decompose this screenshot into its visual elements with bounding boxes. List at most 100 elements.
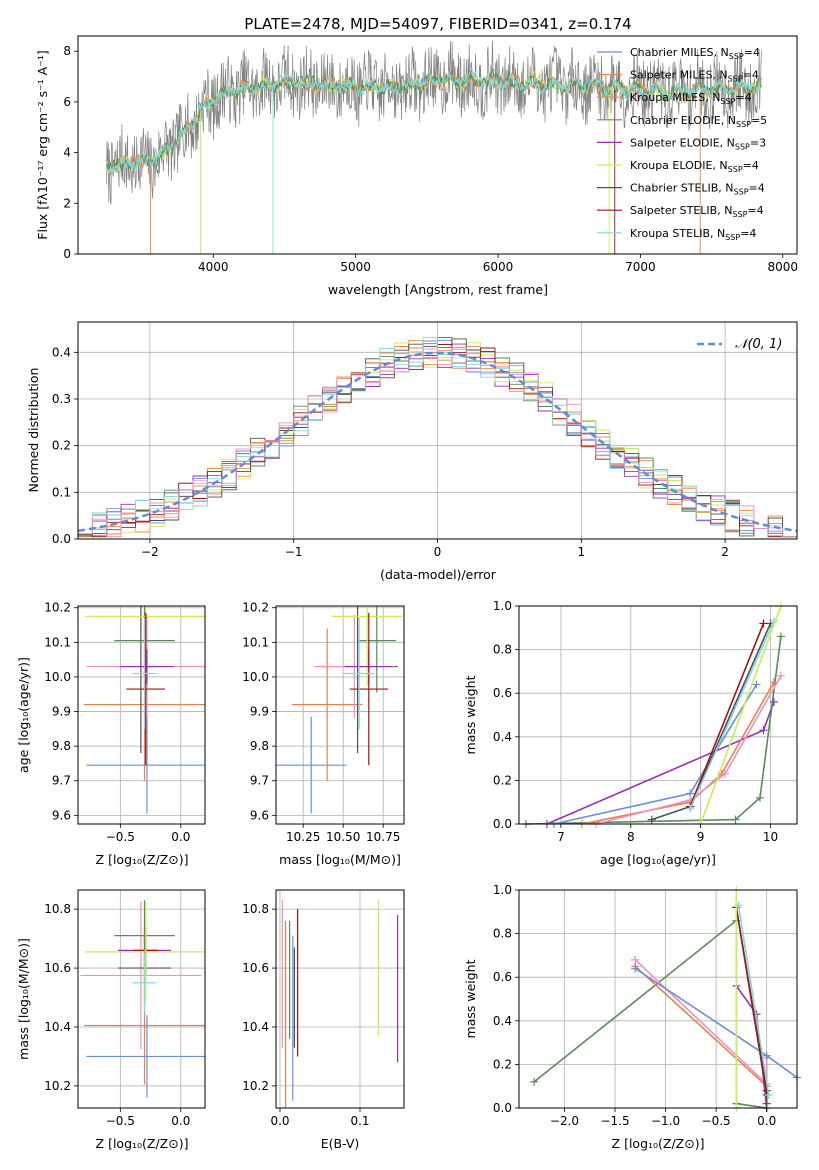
y-tick-label: 10.2 xyxy=(44,1079,71,1093)
y-tick-label: 0.0 xyxy=(493,817,512,831)
y-tick-label: 10.0 xyxy=(44,670,71,684)
spectrum-title: PLATE=2478, MJD=54097, FIBERID=0341, z=0… xyxy=(244,15,631,33)
legend-entry-sub: SSP xyxy=(725,233,740,242)
x-tick-label: −0.5 xyxy=(106,830,135,844)
y-tick-label: 10.6 xyxy=(242,961,269,975)
x-tick-label: −2 xyxy=(141,545,159,559)
x-tick-label: 9 xyxy=(697,830,705,844)
series-marker xyxy=(721,769,730,778)
series-line xyxy=(737,905,770,1096)
error-bar-point xyxy=(126,612,166,766)
x-tick-label: −0.5 xyxy=(106,1114,135,1128)
model-spectrum xyxy=(106,67,762,174)
mass-weight-vs-Z-frame xyxy=(518,889,798,1109)
series-marker xyxy=(762,1086,771,1095)
mass-vs-Z-frame xyxy=(77,889,206,1109)
x-tick-label: −1.0 xyxy=(651,1114,680,1128)
spectrum-xlabel: wavelength [Angstrom, rest frame] xyxy=(328,282,548,297)
legend-entry-label: Chabrier ELODIE, N xyxy=(630,114,736,127)
x-tick-label: 10 xyxy=(763,830,778,844)
series-marker xyxy=(755,793,764,802)
y-tick-label: 1.0 xyxy=(493,599,512,613)
legend-entry-label: Chabrier MILES, N xyxy=(630,46,729,59)
y-tick-label: 9.7 xyxy=(52,774,71,788)
legend-entry-sub: SSP xyxy=(734,188,749,197)
mass-weight-vs-age-frame xyxy=(518,605,798,825)
error-bar-point xyxy=(132,953,157,1013)
error-bar-point xyxy=(276,716,347,814)
legend-entry: Chabrier STELIB, NSSP=4 xyxy=(630,182,765,197)
spectrum-panel: PLATE=2478, MJD=54097, FIBERID=0341, z=0… xyxy=(35,15,798,297)
mass-vs-Z-panel: −0.5 0.010.210.410.610.8 Z [log₁₀(Z/Z⊙)] … xyxy=(16,889,206,1151)
age-vs-mass-xlabel: mass [log₁₀(M/M⊙)] xyxy=(279,852,401,867)
mass-weight-vs-age-ylabel: mass weight xyxy=(463,675,478,754)
series-marker xyxy=(686,804,695,813)
legend-entry-sub: SSP xyxy=(728,165,743,174)
legend-entry: Chabrier ELODIE, NSSP=5 xyxy=(630,114,767,129)
series-line xyxy=(595,675,782,825)
series-marker xyxy=(752,680,761,689)
y-tick-label: 0.1 xyxy=(52,485,71,499)
spectrum-frame xyxy=(77,35,798,255)
mass-weight-vs-Z-xlabel: Z [log₁₀(Z/Z⊙)] xyxy=(612,1136,705,1151)
legend-entry-sub: SSP xyxy=(720,97,735,106)
x-tick-label: 0.0 xyxy=(171,1114,190,1128)
error-bar-point xyxy=(332,606,403,686)
age-vs-Z-ylabel: age [log₁₀(age/yr)] xyxy=(16,657,31,773)
mass-weight-vs-age-panel: 7 8 9 10 0.0 0.2 0.4 0.6 0.8 1.0 age [log₁₀(age/y… xyxy=(463,599,798,867)
residuals-legend: 𝒩(0, 1) xyxy=(697,337,782,352)
series-line xyxy=(699,605,782,825)
y-tick-label: 0.6 xyxy=(493,970,512,984)
x-tick-label: 8000 xyxy=(767,260,798,274)
x-tick-label: 0.0 xyxy=(757,1114,776,1128)
x-tick-label: 5000 xyxy=(340,260,371,274)
y-tick-label: 10.1 xyxy=(44,635,71,649)
mass-vs-Z-xlabel: Z [log₁₀(Z/Z⊙)] xyxy=(96,1136,189,1151)
legend-entry-sub: SSP xyxy=(728,75,743,84)
error-bar-point xyxy=(292,628,363,781)
series-marker xyxy=(769,697,778,706)
legend-entry-label: Kroupa MILES, N xyxy=(630,91,720,104)
x-tick-label: 0 xyxy=(434,545,442,559)
series-marker xyxy=(731,815,740,824)
residuals-legend-label: 𝒩(0, 1) xyxy=(735,337,782,352)
y-tick-label: 4 xyxy=(63,146,71,160)
legend-entry: Kroupa STELIB, NSSP=4 xyxy=(630,227,756,242)
y-tick-label: 10.8 xyxy=(242,902,269,916)
x-tick-label: 7000 xyxy=(625,260,656,274)
residual-histogram xyxy=(78,336,797,539)
y-tick-label: 8 xyxy=(63,44,71,58)
x-tick-label: 8 xyxy=(627,830,635,844)
x-tick-label: 0.0 xyxy=(270,1114,289,1128)
residuals-xlabel: (data-model)/error xyxy=(380,567,497,582)
series-marker xyxy=(762,1051,771,1060)
legend-entry-label: Kroupa ELODIE, N xyxy=(630,159,728,172)
legend-entry-label: Salpeter MILES, N xyxy=(630,69,728,82)
series-line xyxy=(525,636,782,825)
mass-weight-vs-Z-ylabel: mass weight xyxy=(463,959,478,1038)
error-bar-point xyxy=(120,649,174,684)
x-tick-label: −1.5 xyxy=(600,1114,629,1128)
legend-entry-tail: =4 xyxy=(749,182,765,195)
x-tick-label: 10.25 xyxy=(286,830,320,844)
age-vs-Z-frame xyxy=(77,605,206,825)
legend-entry-label: Salpeter ELODIE, N xyxy=(630,136,735,149)
legend-entry: Kroupa ELODIE, NSSP=4 xyxy=(630,159,759,174)
error-bar-point xyxy=(343,618,376,729)
residuals-frame xyxy=(77,321,798,540)
y-tick-label: 10.2 xyxy=(44,601,71,615)
y-tick-label: 9.6 xyxy=(250,808,269,822)
y-tick-label: 0.8 xyxy=(493,927,512,941)
mass-vs-EBV-panel: 0.0 0.1 10.2 10.4 10.6 10.8 E(B-V) xyxy=(242,889,405,1151)
y-tick-label: 10.2 xyxy=(242,601,269,615)
y-tick-label: 9.7 xyxy=(250,774,269,788)
legend-entry-sub: SSP xyxy=(732,210,747,219)
normal-curve xyxy=(78,351,797,533)
y-tick-label: 0.4 xyxy=(493,1014,512,1028)
error-bar-point xyxy=(349,612,388,766)
legend-entry: Salpeter ELODIE, NSSP=3 xyxy=(630,136,766,151)
error-bar-point xyxy=(85,901,205,1002)
y-tick-label: 1.0 xyxy=(493,883,512,897)
x-tick-label: 1 xyxy=(577,545,585,559)
y-tick-label: 6 xyxy=(63,95,71,109)
